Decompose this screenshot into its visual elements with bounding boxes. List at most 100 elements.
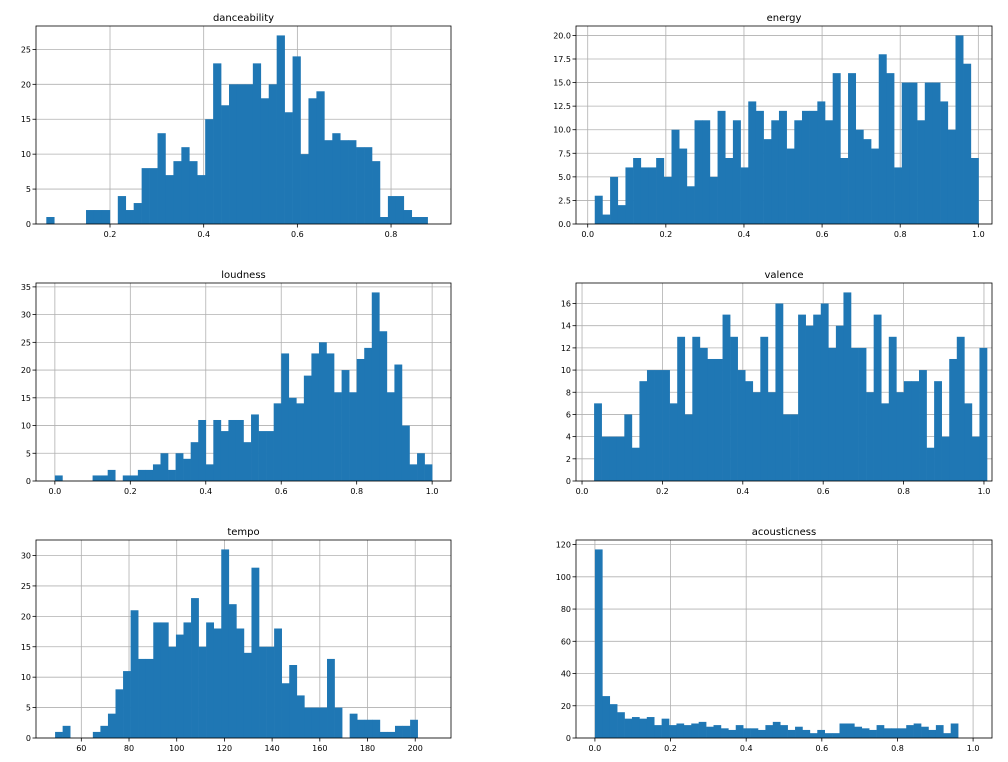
tempo-bar-16 xyxy=(175,634,184,738)
acousticness-bar-46 xyxy=(935,725,944,738)
loudness-x-axis: 0.0 0.2 0.4 0.6 0.8 1.0 xyxy=(48,481,439,496)
loudness-bar-9 xyxy=(122,475,131,481)
danceability-bar-36 xyxy=(332,133,341,224)
loudness-x-tick-label-2: 0.4 xyxy=(199,487,212,496)
energy-bars xyxy=(594,35,979,225)
danceability-x-tick-label-0: 0.2 xyxy=(104,230,117,239)
tempo-bar-39 xyxy=(349,713,358,738)
acousticness-bar-39 xyxy=(883,728,892,738)
energy-histogram: 0.0 0.2 0.4 0.6 0.8 1.0 0.0 2.5 5.0 7.5 10.0 12.5 15… xyxy=(553,13,993,239)
tempo-bar-12 xyxy=(145,658,154,738)
danceability-bar-32 xyxy=(300,154,309,224)
energy-bar-27 xyxy=(801,110,810,224)
danceability-bar-16 xyxy=(173,161,182,224)
energy-bar-10 xyxy=(671,129,680,224)
acousticness-bar-6 xyxy=(639,718,648,738)
acousticness-bar-40 xyxy=(891,728,900,738)
tempo-y-axis: 0 5 10 15 20 25 30 xyxy=(21,552,36,743)
danceability-bar-27 xyxy=(260,98,270,224)
acousticness-bar-31 xyxy=(824,733,833,738)
energy-bar-15 xyxy=(709,176,718,224)
tempo-bar-8 xyxy=(115,689,124,738)
loudness-y-tick-label-3: 15 xyxy=(21,394,31,403)
energy-bar-28 xyxy=(809,110,818,224)
loudness-bar-17 xyxy=(183,458,191,481)
valence-y-tick-label-7: 14 xyxy=(561,322,571,331)
valence-bar-29 xyxy=(813,314,822,481)
valence-bar-28 xyxy=(805,325,814,481)
tempo-x-tick-label-5: 160 xyxy=(312,744,327,753)
acousticness-bar-10 xyxy=(669,725,677,738)
energy-bar-36 xyxy=(871,148,880,224)
danceability-bar-40 xyxy=(364,147,373,224)
acousticness-x-tick-label-2: 0.4 xyxy=(740,744,753,753)
energy-bar-42 xyxy=(917,120,926,224)
acousticness-bar-15 xyxy=(706,726,714,738)
energy-bar-13 xyxy=(694,120,703,224)
loudness-bar-39 xyxy=(349,392,357,481)
valence-bar-49 xyxy=(964,403,973,481)
acousticness-bar-26 xyxy=(787,729,796,738)
danceability-bar-15 xyxy=(165,175,174,224)
acousticness-bar-24 xyxy=(772,721,781,738)
energy-bar-12 xyxy=(686,186,695,224)
loudness-bar-41 xyxy=(364,347,373,481)
loudness-bar-47 xyxy=(409,464,418,481)
valence-bar-6 xyxy=(639,381,648,481)
tempo-x-tick-label-1: 80 xyxy=(124,744,134,753)
valence-bar-39 xyxy=(888,336,897,481)
loudness-bar-25 xyxy=(243,442,252,481)
acousticness-x-tick-label-4: 0.8 xyxy=(891,744,904,753)
acousticness-title: acousticness xyxy=(752,527,816,538)
danceability-bar-34 xyxy=(316,91,325,224)
danceability-bar-18 xyxy=(189,161,198,224)
tempo-bar-17 xyxy=(183,622,192,738)
danceability-bar-25 xyxy=(244,84,254,224)
loudness-bar-12 xyxy=(145,469,154,481)
tempo-bar-23 xyxy=(228,604,237,738)
energy-y-tick-label-6: 15.0 xyxy=(553,79,571,88)
tempo-bar-35 xyxy=(319,707,328,738)
loudness-bar-22 xyxy=(220,431,229,481)
tempo-y-tick-label-6: 30 xyxy=(21,552,31,561)
energy-bar-20 xyxy=(748,101,757,224)
tempo-bar-7 xyxy=(107,713,116,738)
loudness-y-tick-label-2: 10 xyxy=(21,422,31,431)
tempo-bar-40 xyxy=(357,719,366,738)
energy-y-tick-label-1: 2.5 xyxy=(558,196,571,205)
loudness-x-tick-label-4: 0.8 xyxy=(350,487,363,496)
tempo-bar-14 xyxy=(160,622,169,738)
acousticness-bar-9 xyxy=(661,718,670,738)
acousticness-bar-48 xyxy=(950,723,959,738)
danceability-y-tick-label-3: 15 xyxy=(21,115,31,124)
valence-bar-9 xyxy=(662,370,670,481)
energy-x-axis: 0.0 0.2 0.4 0.6 0.8 1.0 xyxy=(581,224,985,239)
valence-bar-2 xyxy=(609,436,618,481)
loudness-bars xyxy=(54,292,433,481)
tempo-bar-10 xyxy=(130,610,139,738)
danceability-y-axis: 0 5 10 15 20 25 xyxy=(21,45,36,229)
acousticness-bar-44 xyxy=(921,726,929,738)
acousticness-bar-34 xyxy=(846,723,855,738)
valence-y-tick-label-5: 10 xyxy=(561,366,571,375)
valence-bar-7 xyxy=(646,370,655,481)
energy-bar-19 xyxy=(740,167,749,224)
acousticness-bar-47 xyxy=(943,733,952,738)
energy-bar-1 xyxy=(602,214,611,224)
energy-title: energy xyxy=(767,13,802,24)
energy-bar-39 xyxy=(894,167,903,224)
valence-bar-26 xyxy=(790,414,799,481)
valence-bar-0 xyxy=(594,403,602,481)
valence-bar-23 xyxy=(767,392,776,481)
loudness-bar-30 xyxy=(281,353,290,481)
loudness-bar-20 xyxy=(205,464,214,481)
energy-bar-31 xyxy=(832,73,841,225)
valence-axes-frame xyxy=(575,282,993,482)
acousticness-bar-8 xyxy=(654,725,662,738)
loudness-bar-5 xyxy=(92,475,101,481)
energy-bar-32 xyxy=(840,158,849,224)
danceability-bar-31 xyxy=(292,56,301,224)
loudness-bar-23 xyxy=(228,419,237,481)
danceability-bar-45 xyxy=(403,210,413,224)
